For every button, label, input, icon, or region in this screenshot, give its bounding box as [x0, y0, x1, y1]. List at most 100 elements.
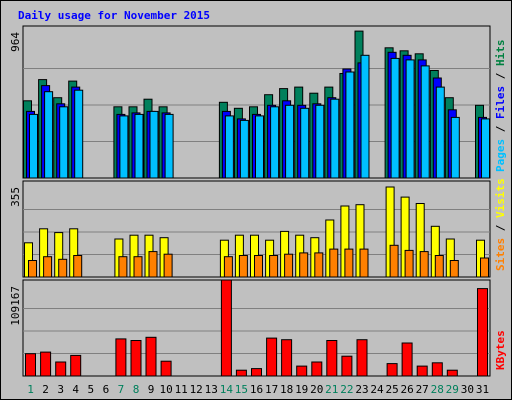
- bar-pages-day-19: [300, 107, 310, 179]
- panel-background: [22, 279, 491, 377]
- panel-visits_sites: 355 Sites / Visits: [9, 178, 507, 278]
- bar-pages-day-1: [29, 113, 38, 179]
- series-legend: Pages / Files / Hits: [494, 40, 507, 173]
- x-tick-label-day-25: 25: [385, 383, 398, 396]
- bar-pages-day-14: [224, 115, 234, 179]
- bar-kbytes-day-1: [25, 353, 36, 377]
- bar-sites-day-10: [163, 253, 173, 278]
- bar-pages-day-25: [390, 57, 400, 179]
- x-tick-label-day-12: 12: [190, 383, 203, 396]
- series-legend: Sites / Visits: [494, 178, 507, 271]
- bar-sites-day-17: [269, 255, 279, 278]
- bar-kbytes-day-22: [341, 355, 353, 377]
- bar-kbytes-day-20: [311, 361, 323, 377]
- legend-part: Sites: [494, 238, 507, 271]
- bar-sites-day-9: [148, 251, 158, 278]
- x-tick-label-day-19: 19: [295, 383, 308, 396]
- x-tick-label-day-15: 15: [235, 383, 248, 396]
- panel-hits_files_pages: 964 Pages / Files / Hits: [9, 25, 507, 179]
- x-tick-label-day-16: 16: [250, 383, 263, 396]
- bar-pages-day-4: [74, 89, 84, 179]
- bar-sites-day-20: [314, 252, 324, 278]
- x-tick-label-day-24: 24: [370, 383, 384, 396]
- y-max-label: 109167: [9, 286, 22, 326]
- y-max-label: 964: [9, 32, 22, 52]
- bar-sites-day-19: [299, 252, 309, 278]
- bar-pages-day-27: [420, 65, 430, 179]
- bar-sites-day-29: [449, 260, 459, 278]
- x-tick-label-day-9: 9: [148, 383, 155, 396]
- bar-pages-day-8: [134, 113, 144, 179]
- bar-sites-day-1: [28, 260, 37, 278]
- bar-kbytes-day-29: [446, 369, 458, 377]
- bar-pages-day-2: [44, 91, 54, 179]
- bar-pages-day-3: [59, 106, 69, 179]
- bar-sites-day-15: [238, 255, 248, 278]
- x-tick-label-day-22: 22: [340, 383, 353, 396]
- x-tick-label-day-13: 13: [205, 383, 218, 396]
- bar-kbytes-day-23: [356, 339, 368, 377]
- bar-kbytes-day-10: [160, 360, 172, 377]
- x-tick-label-day-31: 31: [476, 383, 489, 396]
- bar-sites-day-2: [43, 256, 53, 278]
- x-tick-label-day-21: 21: [325, 383, 338, 396]
- bar-kbytes-day-31: [477, 288, 488, 377]
- bar-kbytes-day-9: [145, 336, 157, 377]
- bar-sites-day-23: [359, 248, 369, 278]
- x-tick-label-day-14: 14: [220, 383, 234, 396]
- bar-kbytes-day-8: [130, 340, 142, 377]
- bar-sites-day-18: [284, 253, 294, 278]
- bar-kbytes-day-25: [386, 363, 398, 377]
- legend-part: Pages: [494, 139, 507, 172]
- legend-part: Hits: [494, 40, 507, 67]
- legend-part: KBytes: [494, 330, 507, 370]
- x-tick-label-day-6: 6: [103, 383, 110, 396]
- bar-sites-day-3: [58, 258, 68, 278]
- bar-pages-day-16: [255, 115, 264, 179]
- bar-sites-day-21: [329, 248, 339, 278]
- x-tick-label-day-8: 8: [133, 383, 140, 396]
- bar-kbytes-day-17: [266, 337, 278, 377]
- bar-pages-day-9: [149, 110, 159, 179]
- bar-kbytes-day-15: [235, 369, 247, 377]
- bar-pages-day-7: [119, 115, 129, 179]
- x-tick-label-day-18: 18: [280, 383, 293, 396]
- bar-kbytes-day-19: [296, 365, 308, 377]
- bar-pages-day-18: [285, 104, 295, 179]
- bar-kbytes-day-2: [40, 351, 52, 377]
- bar-sites-day-8: [133, 256, 143, 278]
- bar-kbytes-day-14: [220, 279, 232, 377]
- bar-kbytes-day-7: [115, 338, 127, 377]
- x-tick-label-day-29: 29: [446, 383, 459, 396]
- legend-part: /: [494, 218, 507, 238]
- y-max-label: 355: [9, 187, 22, 207]
- x-tick-label-day-5: 5: [87, 383, 94, 396]
- bar-pages-day-29: [450, 116, 460, 179]
- x-tick-label-day-11: 11: [175, 383, 188, 396]
- bar-kbytes-day-3: [55, 361, 67, 377]
- x-axis: 1 2 3 4 5 6 7 8 9 10 11 12 13 14 15 16 17 18 19 20 21 22 23 24 2…: [27, 383, 489, 396]
- x-tick-label-day-2: 2: [42, 383, 49, 396]
- bar-kbytes-day-16: [251, 368, 262, 377]
- legend-part: Visits: [494, 178, 507, 218]
- bar-kbytes-day-27: [416, 365, 428, 377]
- legend-part: Files: [494, 86, 507, 119]
- x-tick-label-day-3: 3: [57, 383, 64, 396]
- bar-pages-day-10: [164, 113, 174, 179]
- bar-sites-day-16: [254, 255, 263, 278]
- x-tick-label-day-27: 27: [416, 383, 429, 396]
- bar-pages-day-28: [435, 86, 445, 179]
- bar-sites-day-25: [389, 244, 399, 278]
- x-tick-label-day-26: 26: [400, 383, 413, 396]
- bar-kbytes-day-4: [70, 354, 82, 377]
- bar-pages-day-20: [315, 104, 325, 179]
- x-tick-label-day-28: 28: [431, 383, 444, 396]
- bar-sites-day-31: [480, 257, 489, 278]
- legend-part: /: [494, 66, 507, 86]
- bar-kbytes-day-21: [326, 340, 338, 377]
- bar-kbytes-day-26: [401, 342, 413, 377]
- bar-sites-day-26: [404, 249, 414, 278]
- chart-title: Daily usage for November 2015: [18, 9, 210, 22]
